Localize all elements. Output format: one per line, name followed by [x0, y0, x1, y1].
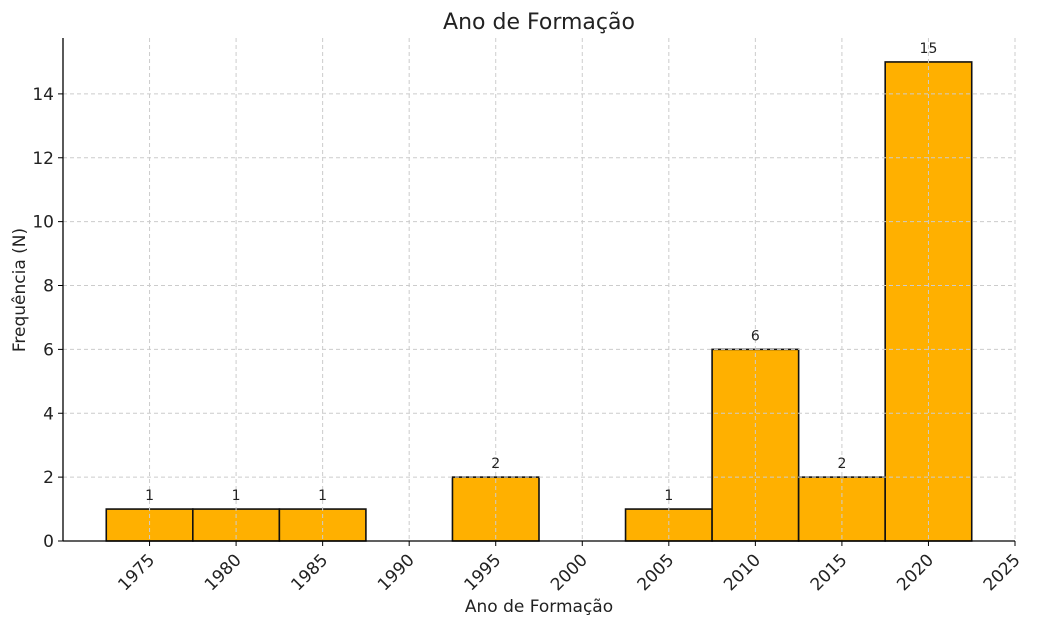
- x-tick-label: 2015: [807, 550, 852, 595]
- x-tick-label: 1995: [461, 550, 506, 595]
- x-tick-label: 1975: [114, 550, 159, 595]
- chart-title: Ano de Formação: [443, 10, 635, 35]
- bar: [884, 61, 973, 542]
- x-tick-label: 2010: [720, 550, 765, 595]
- x-tick-label: 1980: [201, 550, 246, 595]
- x-tick-label: 2000: [547, 550, 592, 595]
- y-tick-label: 10: [32, 213, 54, 233]
- y-tick-label: 6: [43, 340, 54, 360]
- x-axis-label: Ano de Formação: [465, 597, 613, 617]
- data-label: 2: [491, 456, 500, 472]
- y-tick-label: 8: [43, 277, 54, 297]
- data-label: 1: [145, 488, 154, 504]
- data-label: 1: [232, 488, 241, 504]
- y-tick-label: 14: [32, 85, 54, 105]
- x-tick-label: 2020: [893, 550, 938, 595]
- y-tick-label: 4: [43, 404, 54, 424]
- x-tick-label: 1985: [287, 550, 332, 595]
- x-tick-label: 2025: [980, 550, 1025, 595]
- data-label: 1: [664, 488, 673, 504]
- x-tick-label: 1990: [374, 550, 419, 595]
- data-label: 6: [751, 328, 760, 344]
- data-label: 2: [837, 456, 846, 472]
- y-tick-label: 2: [43, 468, 54, 488]
- data-label: 1: [318, 488, 327, 504]
- y-axis-label: Frequência (N): [10, 228, 30, 352]
- y-tick-label: 0: [43, 532, 54, 552]
- data-label: 15: [920, 41, 938, 57]
- x-tick-label: 2005: [634, 550, 679, 595]
- y-tick-label: 12: [32, 149, 54, 169]
